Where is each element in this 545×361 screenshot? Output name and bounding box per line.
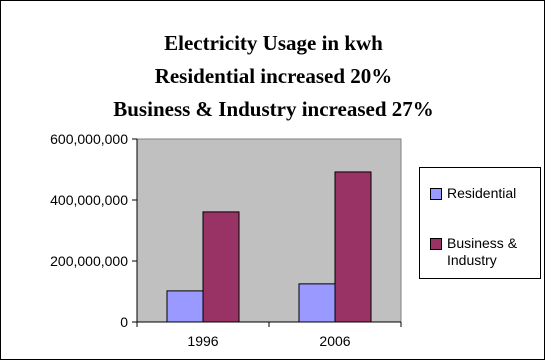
x-tick-label: 2006 [319, 333, 350, 349]
bar-residential-2006 [298, 283, 336, 323]
y-tick-label: 400,000,000 [50, 192, 128, 208]
legend-label-business: Business & Industry [447, 235, 518, 268]
chart-title-line-3: Business & Industry increased 27% [113, 97, 434, 121]
chart-title-line-2: Residential increased 20% [154, 64, 393, 88]
chart-title-line-1: Electricity Usage in kwh [164, 31, 383, 55]
y-tick-label: 200,000,000 [50, 253, 128, 269]
bar-business-1996 [202, 211, 240, 323]
legend-label-residential: Residential [447, 185, 517, 201]
legend-item-residential: Residential [430, 185, 535, 202]
y-tick-label: 0 [120, 314, 128, 330]
x-tick-label: 1996 [187, 333, 218, 349]
y-tick-label: 600,000,000 [50, 131, 128, 147]
chart-legend: Residential Business & Industry [419, 167, 541, 279]
legend-swatch-residential [430, 188, 442, 200]
legend-item-business: Business & Industry [430, 235, 535, 269]
bar-residential-1996 [166, 290, 204, 323]
legend-swatch-business [430, 238, 442, 250]
bar-business-2006 [334, 171, 372, 323]
